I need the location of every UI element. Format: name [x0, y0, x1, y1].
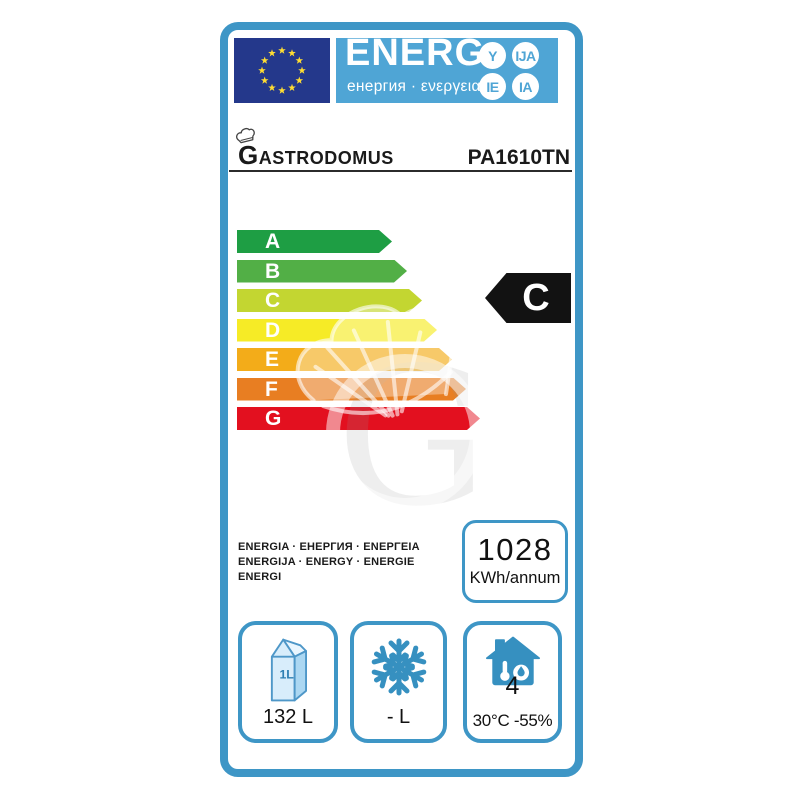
rating-arrow-d: D [237, 319, 437, 342]
energy-label: ENERG енергия · ενεργεια Y IJA IE IA GAS… [220, 22, 583, 777]
brand-initial: G [238, 140, 259, 170]
annual-consumption-value: 1028 [477, 532, 553, 567]
rating-letter-c: C [265, 289, 281, 312]
rating-indicator: C [485, 273, 571, 323]
model-number: PA1610TN [467, 146, 570, 169]
milk-carton-icon: 1L [270, 638, 307, 702]
climate-box: 4 30°C -55% [463, 621, 562, 743]
brand-name: ASTRODOMUS [258, 148, 394, 168]
fresh-volume-box: 1L 132 L [238, 621, 338, 743]
rating-arrow-g: G [237, 407, 480, 430]
rating-arrow-e: E [237, 348, 452, 371]
annual-consumption-box: 1028 KWh/annum [462, 520, 568, 603]
rating-indicator-letter: C [522, 276, 550, 319]
climate-class-value: 4 [505, 672, 520, 700]
brand-logo: GASTRODOMUS [236, 128, 394, 170]
eu-flag [234, 38, 330, 103]
fresh-volume-value: 132 L [262, 706, 314, 728]
eu-stars-icon [234, 38, 330, 103]
snowflake-icon [369, 636, 429, 698]
rating-letter-e: E [265, 348, 280, 371]
language-suffix-badge-ia: IA [512, 73, 539, 100]
rating-arrow-b: B [237, 260, 407, 283]
rating-arrow-c: C [237, 289, 422, 312]
energ-subtitle: енергия · ενεργεια [347, 78, 481, 95]
carton-volume-text: 1L [279, 668, 294, 682]
rating-arrow-a: A [237, 230, 392, 253]
energy-words-line-3: ENERGI [238, 571, 282, 583]
climate-condition-value: 30°C -55% [472, 711, 553, 730]
language-suffix-badge-ija: IJA [512, 42, 539, 69]
rating-letter-a: A [265, 230, 281, 253]
energy-words: ENERGIA · ЕНЕРГИЯ · ΕΝΕΡΓΕΙΑ ENERGIJA · … [238, 540, 420, 585]
rating-letter-g: G [265, 407, 282, 430]
annual-consumption-unit: KWh/annum [469, 569, 561, 587]
language-suffix-badge-ie: IE [479, 73, 506, 100]
frozen-volume-box: - L [350, 621, 447, 743]
header-divider [229, 170, 572, 172]
chef-hat-icon [236, 128, 255, 144]
language-suffix-badge-y: Y [479, 42, 506, 69]
rating-letter-b: B [265, 259, 281, 283]
brand-row: GASTRODOMUS PA1610TN [236, 128, 570, 170]
frozen-volume-value: - L [386, 706, 411, 728]
rating-letter-d: D [265, 318, 281, 342]
energ-wordmark: ENERG енергия · ενεργεια Y IJA IE IA [336, 32, 558, 103]
rating-arrow-f: F [237, 378, 466, 401]
energy-words-line-1: ENERGIA · ЕНЕРГИЯ · ΕΝΕΡΓΕΙΑ [238, 541, 420, 553]
house-climate-icon [485, 636, 540, 686]
energ-word: ENERG [345, 32, 486, 74]
rating-letter-f: F [265, 377, 278, 401]
energy-words-line-2: ENERGIJA · ENERGY · ENERGIE [238, 556, 415, 568]
